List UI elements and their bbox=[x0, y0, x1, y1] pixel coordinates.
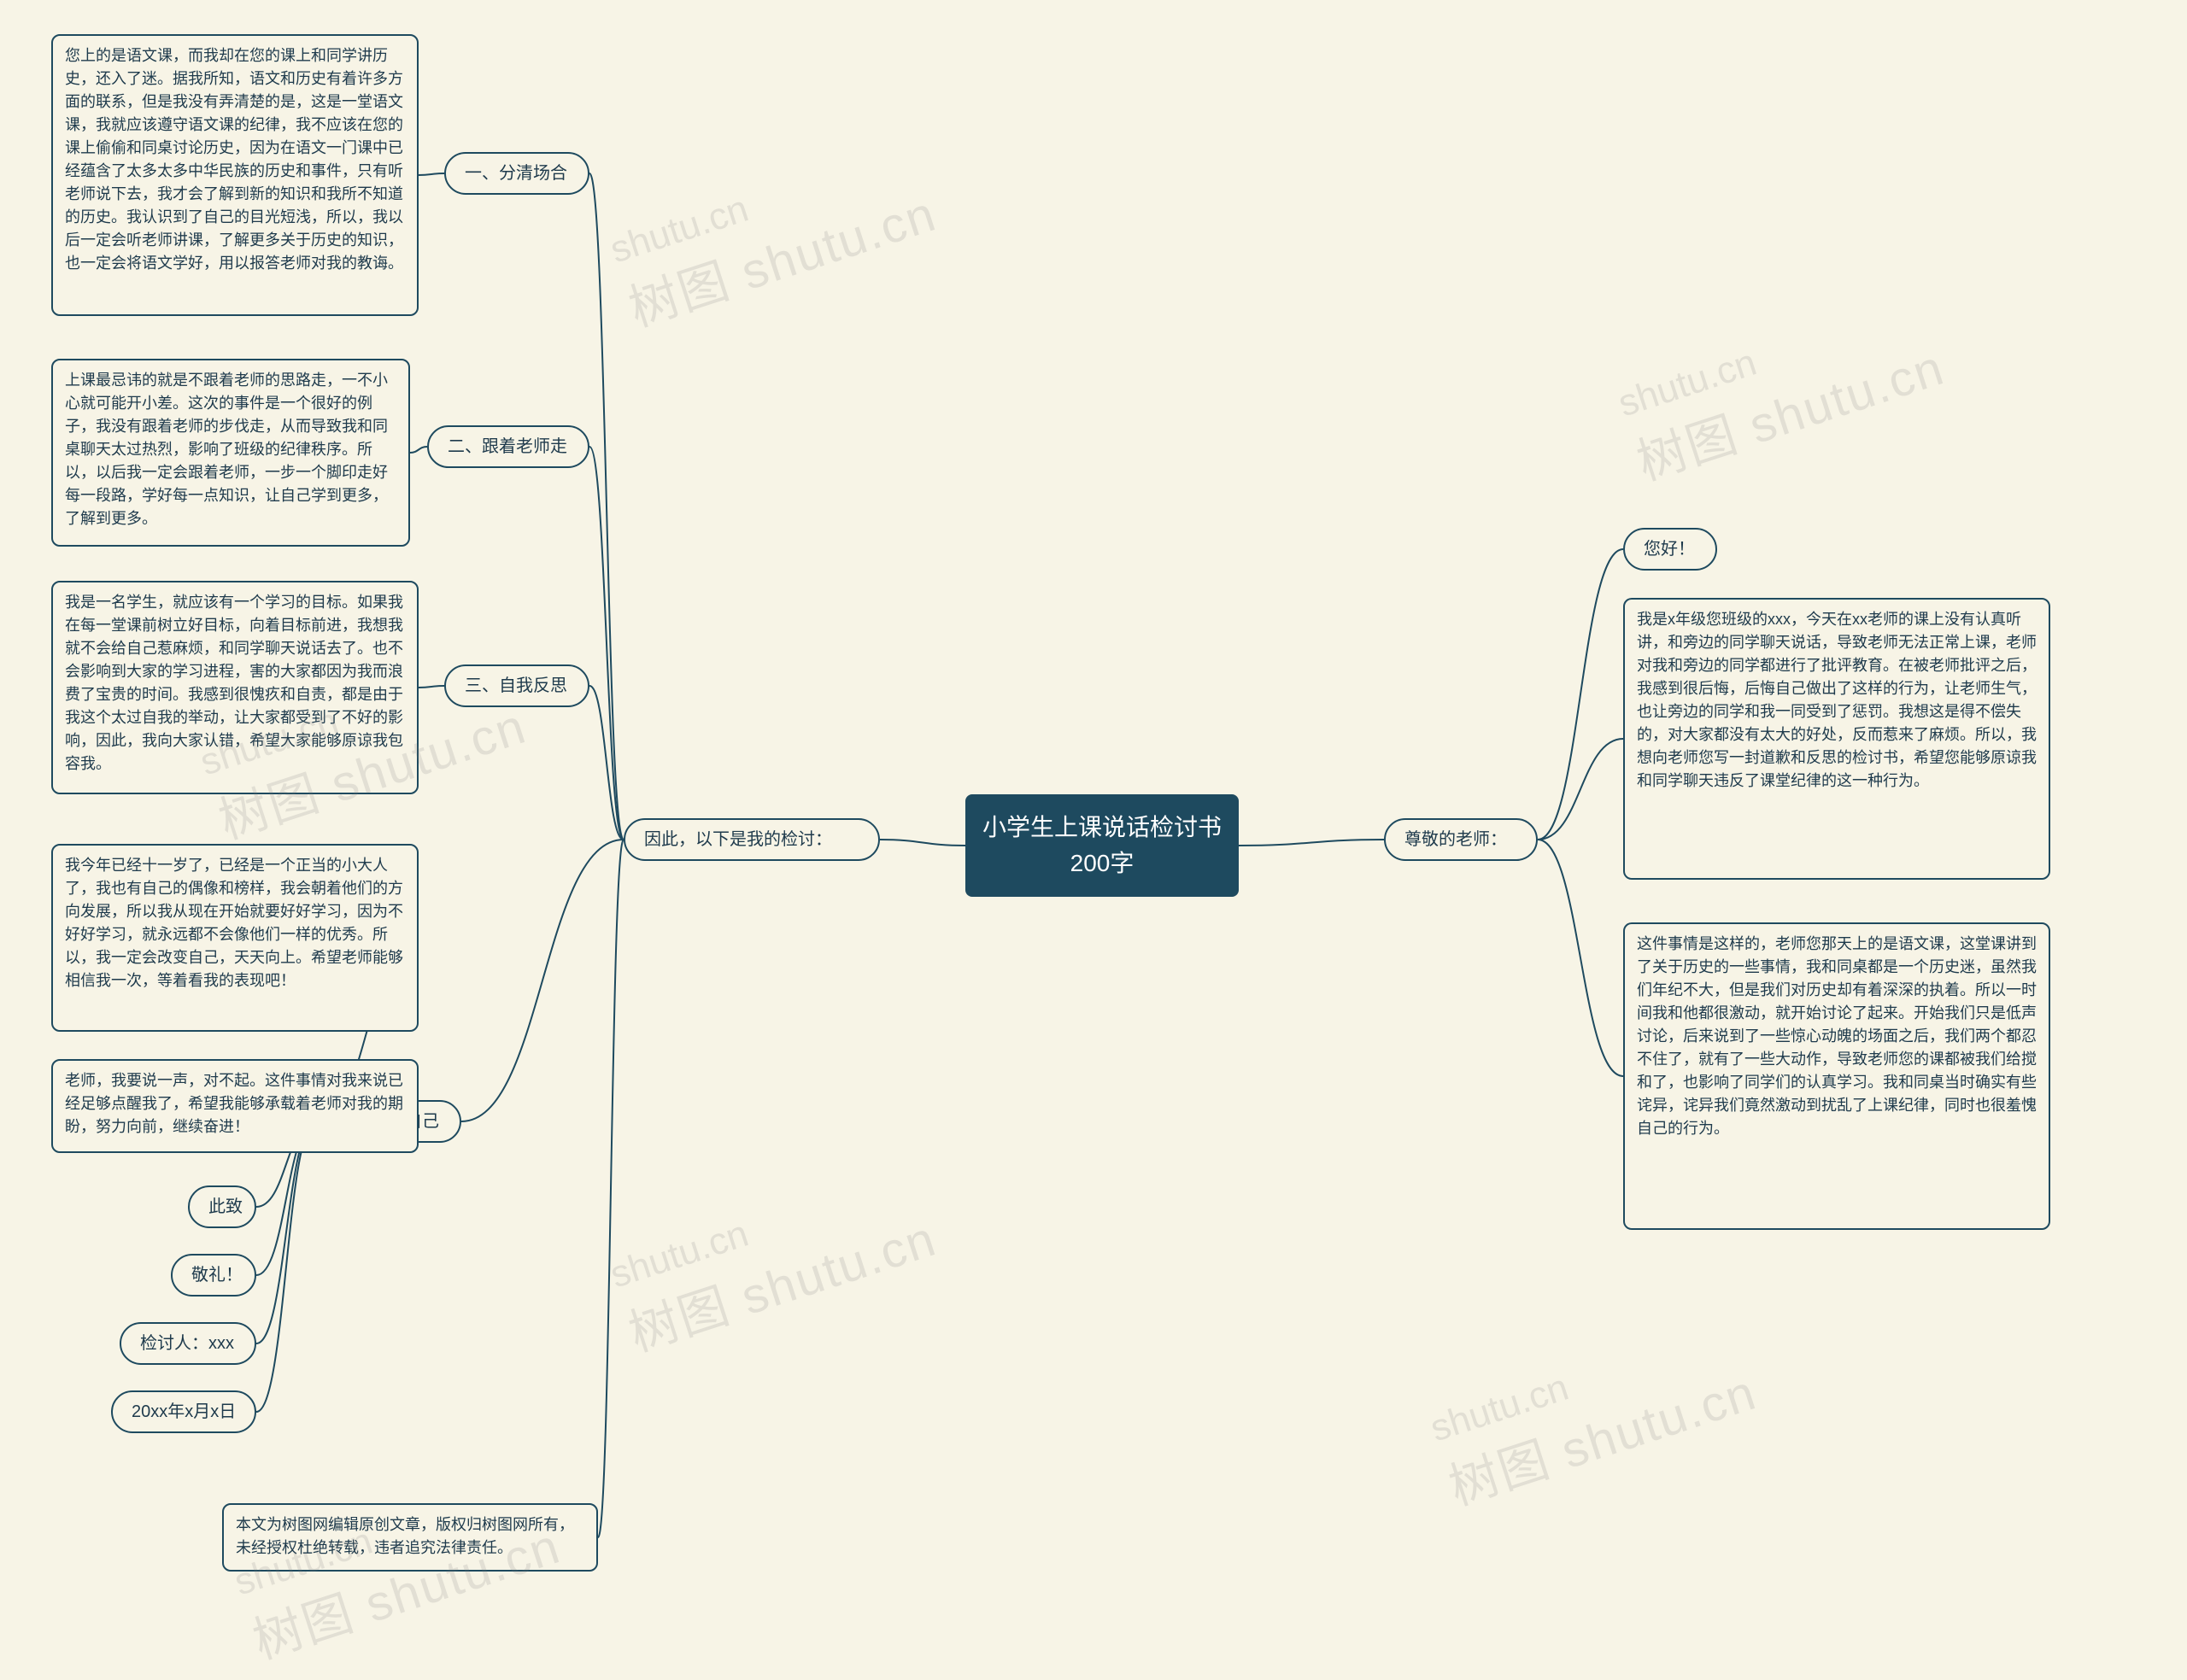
signature-name: 检讨人：xxx bbox=[120, 1322, 256, 1365]
signature-date: 20xx年x月x日 bbox=[111, 1390, 256, 1433]
mindmap-canvas: 小学生上课说话检讨书200字 尊敬的老师： 您好！ 我是x年级您班级的xxx，今… bbox=[0, 0, 2187, 1680]
section-1-body: 您上的是语文课，而我却在您的课上和同学讲历史，还入了迷。据我所知，语文和历史有着… bbox=[51, 34, 419, 316]
edge bbox=[1538, 739, 1623, 840]
root-node: 小学生上课说话检讨书200字 bbox=[965, 794, 1239, 897]
section-4-body-2: 老师，我要说一声，对不起。这件事情对我来说已经足够点醒我了，希望我能够承载着老师… bbox=[51, 1059, 419, 1153]
copyright-note: 本文为树图网编辑原创文章，版权归树图网所有，未经授权杜绝转载，违者追究法律责任。 bbox=[222, 1503, 598, 1572]
leaf-intro-para: 我是x年级您班级的xxx，今天在xx老师的课上没有认真听讲，和旁边的同学聊天说话… bbox=[1623, 598, 2050, 880]
leaf-story-para: 这件事情是这样的，老师您那天上的是语文课，这堂课讲到了关于历史的一些事情，我和同… bbox=[1623, 922, 2050, 1230]
edge bbox=[461, 840, 624, 1121]
edge bbox=[256, 1121, 316, 1412]
edge bbox=[598, 840, 624, 1537]
section-2-title: 二、跟着老师走 bbox=[427, 425, 589, 468]
edge bbox=[589, 447, 624, 840]
edge bbox=[1538, 549, 1623, 840]
edge bbox=[256, 1121, 316, 1343]
edge bbox=[1538, 840, 1623, 1076]
watermark: shutu.cn树图 shutu.cn bbox=[1425, 1312, 1764, 1519]
section-2-body: 上课最忌讳的就是不跟着老师的思路走，一不小心就可能开小差。这次的事件是一个很好的… bbox=[51, 359, 410, 547]
edge bbox=[589, 173, 624, 840]
edge bbox=[1239, 840, 1384, 846]
section-1-title: 一、分清场合 bbox=[444, 152, 589, 195]
leaf-greeting: 您好！ bbox=[1623, 528, 1717, 571]
edge bbox=[410, 447, 427, 453]
section-3-body: 我是一名学生，就应该有一个学习的目标。如果我在每一堂课前树立好目标，向着目标前进… bbox=[51, 581, 419, 794]
edge bbox=[880, 840, 965, 846]
branch-review: 因此，以下是我的检讨： bbox=[624, 818, 880, 861]
watermark: shutu.cn树图 shutu.cn bbox=[605, 1158, 944, 1366]
closing-jingli: 敬礼！ bbox=[171, 1254, 256, 1297]
closing-cizhi: 此致 bbox=[188, 1185, 256, 1228]
section-3-title: 三、自我反思 bbox=[444, 664, 589, 707]
watermark: shutu.cn树图 shutu.cn bbox=[1613, 287, 1952, 495]
edge bbox=[419, 173, 444, 175]
section-4-body-1: 我今年已经十一岁了，已经是一个正当的小大人了，我也有自己的偶像和榜样，我会朝着他… bbox=[51, 844, 419, 1032]
edge bbox=[419, 686, 444, 688]
branch-teacher: 尊敬的老师： bbox=[1384, 818, 1538, 861]
watermark: shutu.cn树图 shutu.cn bbox=[605, 133, 944, 341]
edge bbox=[589, 686, 624, 840]
